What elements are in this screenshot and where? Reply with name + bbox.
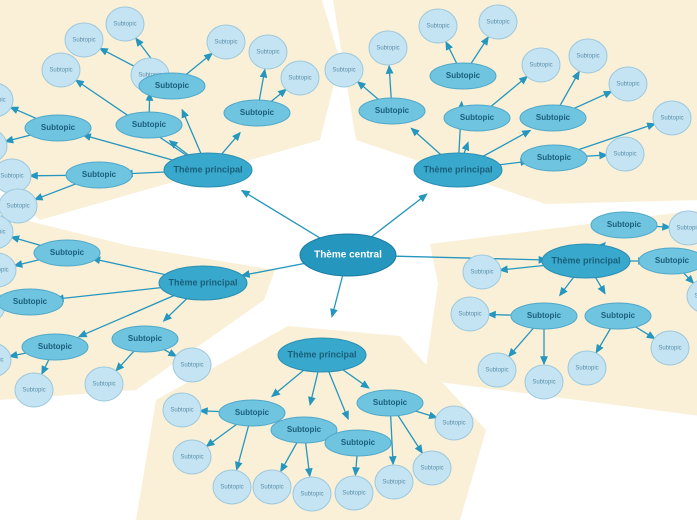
subtopic-label: Subtopic xyxy=(537,153,572,162)
subtopic-label: Subtopic xyxy=(373,398,408,407)
subtopic-label: Subtopic xyxy=(128,334,163,343)
leaf-label: Subtopic xyxy=(529,63,552,69)
main-label: Thème principal xyxy=(551,255,620,265)
subtopic-label: Subtopic xyxy=(41,123,76,132)
subtopic-label: Subtopic xyxy=(655,256,690,265)
leaf-label: Subtopic xyxy=(420,466,443,472)
subtopic-label: Subtopic xyxy=(287,425,322,434)
leaf-label: Subtopic xyxy=(92,382,115,388)
subtopic-label: Subtopic xyxy=(375,106,410,115)
leaf-label: Subtopic xyxy=(0,230,6,236)
subtopic-label: Subtopic xyxy=(341,438,376,447)
subtopic-label: Subtopic xyxy=(38,342,73,351)
leaf-label: Subtopic xyxy=(576,54,599,60)
leaf-label: Subtopic xyxy=(676,226,697,232)
leaf-label: Subtopic xyxy=(332,68,355,74)
subtopic-label: Subtopic xyxy=(132,120,167,129)
leaf-label: Subtopic xyxy=(214,40,237,46)
leaf-label: Subtopic xyxy=(575,366,598,372)
subtopic-label: Subtopic xyxy=(601,311,636,320)
leaf-label: Subtopic xyxy=(22,388,45,394)
subtopic-label: Subtopic xyxy=(536,113,571,122)
leaf-label: Subtopic xyxy=(0,268,9,274)
leaf-label: Subtopic xyxy=(170,408,193,414)
leaf-label: Subtopic xyxy=(458,312,481,318)
leaf-label: Subtopic xyxy=(180,455,203,461)
leaf-label: Subtopic xyxy=(300,492,323,498)
leaf-label: Subtopic xyxy=(382,480,405,486)
subtopic-label: Subtopic xyxy=(527,311,562,320)
center-label: Thème central xyxy=(314,250,382,261)
leaf-label: Subtopic xyxy=(256,50,279,56)
leaf-label: Subtopic xyxy=(616,82,639,88)
leaf-label: Subtopic xyxy=(613,152,636,158)
leaf-label: Subtopic xyxy=(470,270,493,276)
main-label: Thème principal xyxy=(423,164,492,174)
leaf-label: Subtopic xyxy=(180,363,203,369)
leaf-label: Subtopic xyxy=(0,174,23,180)
leaf-label: Subtopic xyxy=(376,46,399,52)
leaf-label: Subtopic xyxy=(342,491,365,497)
main-label: Thème principal xyxy=(173,164,242,174)
main-label: Thème principal xyxy=(168,277,237,287)
leaf-label: Subtopic xyxy=(260,485,283,491)
leaf-label: Subtopic xyxy=(658,346,681,352)
leaf-label: Subtopic xyxy=(532,380,555,386)
subtopic-label: Subtopic xyxy=(155,81,190,90)
subtopic-label: Subtopic xyxy=(82,170,117,179)
subtopic-label: Subtopic xyxy=(13,297,48,306)
subtopic-label: Subtopic xyxy=(446,71,481,80)
leaf-label: Subtopic xyxy=(0,358,4,364)
leaf-label: Subtopic xyxy=(6,204,29,210)
leaf-label: Subtopic xyxy=(72,38,95,44)
leaf-label: Subtopic xyxy=(660,116,683,122)
leaf-label: Subtopic xyxy=(426,24,449,30)
leaf-label: Subtopic xyxy=(442,421,465,427)
subtopic-label: Subtopic xyxy=(235,408,270,417)
subtopic-label: Subtopic xyxy=(460,113,495,122)
subtopic-label: Subtopic xyxy=(240,108,275,117)
leaf-label: Subtopic xyxy=(0,98,6,104)
leaf-label: Subtopic xyxy=(485,368,508,374)
leaf-label: Subtopic xyxy=(49,68,72,74)
leaf-label: Subtopic xyxy=(288,76,311,82)
leaf-label: Subtopic xyxy=(486,20,509,26)
subtopic-label: Subtopic xyxy=(50,248,85,257)
leaf-label: Subtopic xyxy=(220,485,243,491)
mindmap-diagram: Subtopic Subtopic Subtopic Subtopic Subtopic… xyxy=(0,0,697,520)
subtopic-label: Subtopic xyxy=(607,220,642,229)
leaf-label: Subtopic xyxy=(113,22,136,28)
main-label: Thème principal xyxy=(287,349,356,359)
